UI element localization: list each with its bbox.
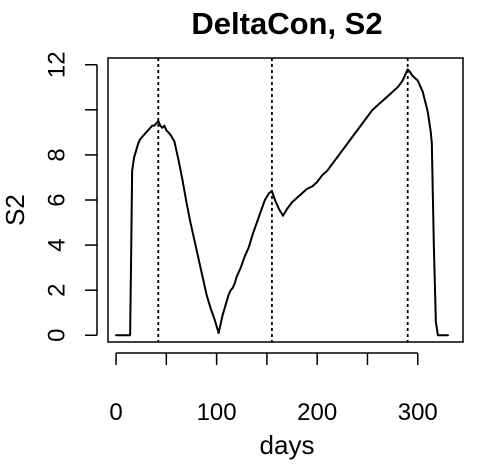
vertical-reference-lines xyxy=(157,58,409,342)
x-tick-label-100: 100 xyxy=(197,399,237,426)
plot-area-frame xyxy=(107,57,464,343)
x-tick-label-300: 300 xyxy=(398,399,438,426)
series-line-1 xyxy=(115,68,449,337)
x-tick-label-0: 0 xyxy=(109,399,122,426)
x-axis-title: days xyxy=(260,430,315,460)
y-tick-label-12: 12 xyxy=(43,51,70,78)
y-axis-title: S2 xyxy=(0,194,30,226)
x-tick-label-200: 200 xyxy=(297,399,337,426)
series-layer xyxy=(115,68,449,337)
y-tick-label-4: 4 xyxy=(43,238,70,251)
y-axis: 0 2 4 6 8 12 xyxy=(43,51,98,342)
y-tick-label-2: 2 xyxy=(43,283,70,296)
x-axis: 0 100 200 300 xyxy=(109,352,438,426)
chart-title: DeltaCon, S2 xyxy=(191,6,382,41)
y-tick-label-0: 0 xyxy=(43,329,70,342)
y-tick-label-6: 6 xyxy=(43,193,70,206)
y-tick-label-8: 8 xyxy=(43,148,70,161)
